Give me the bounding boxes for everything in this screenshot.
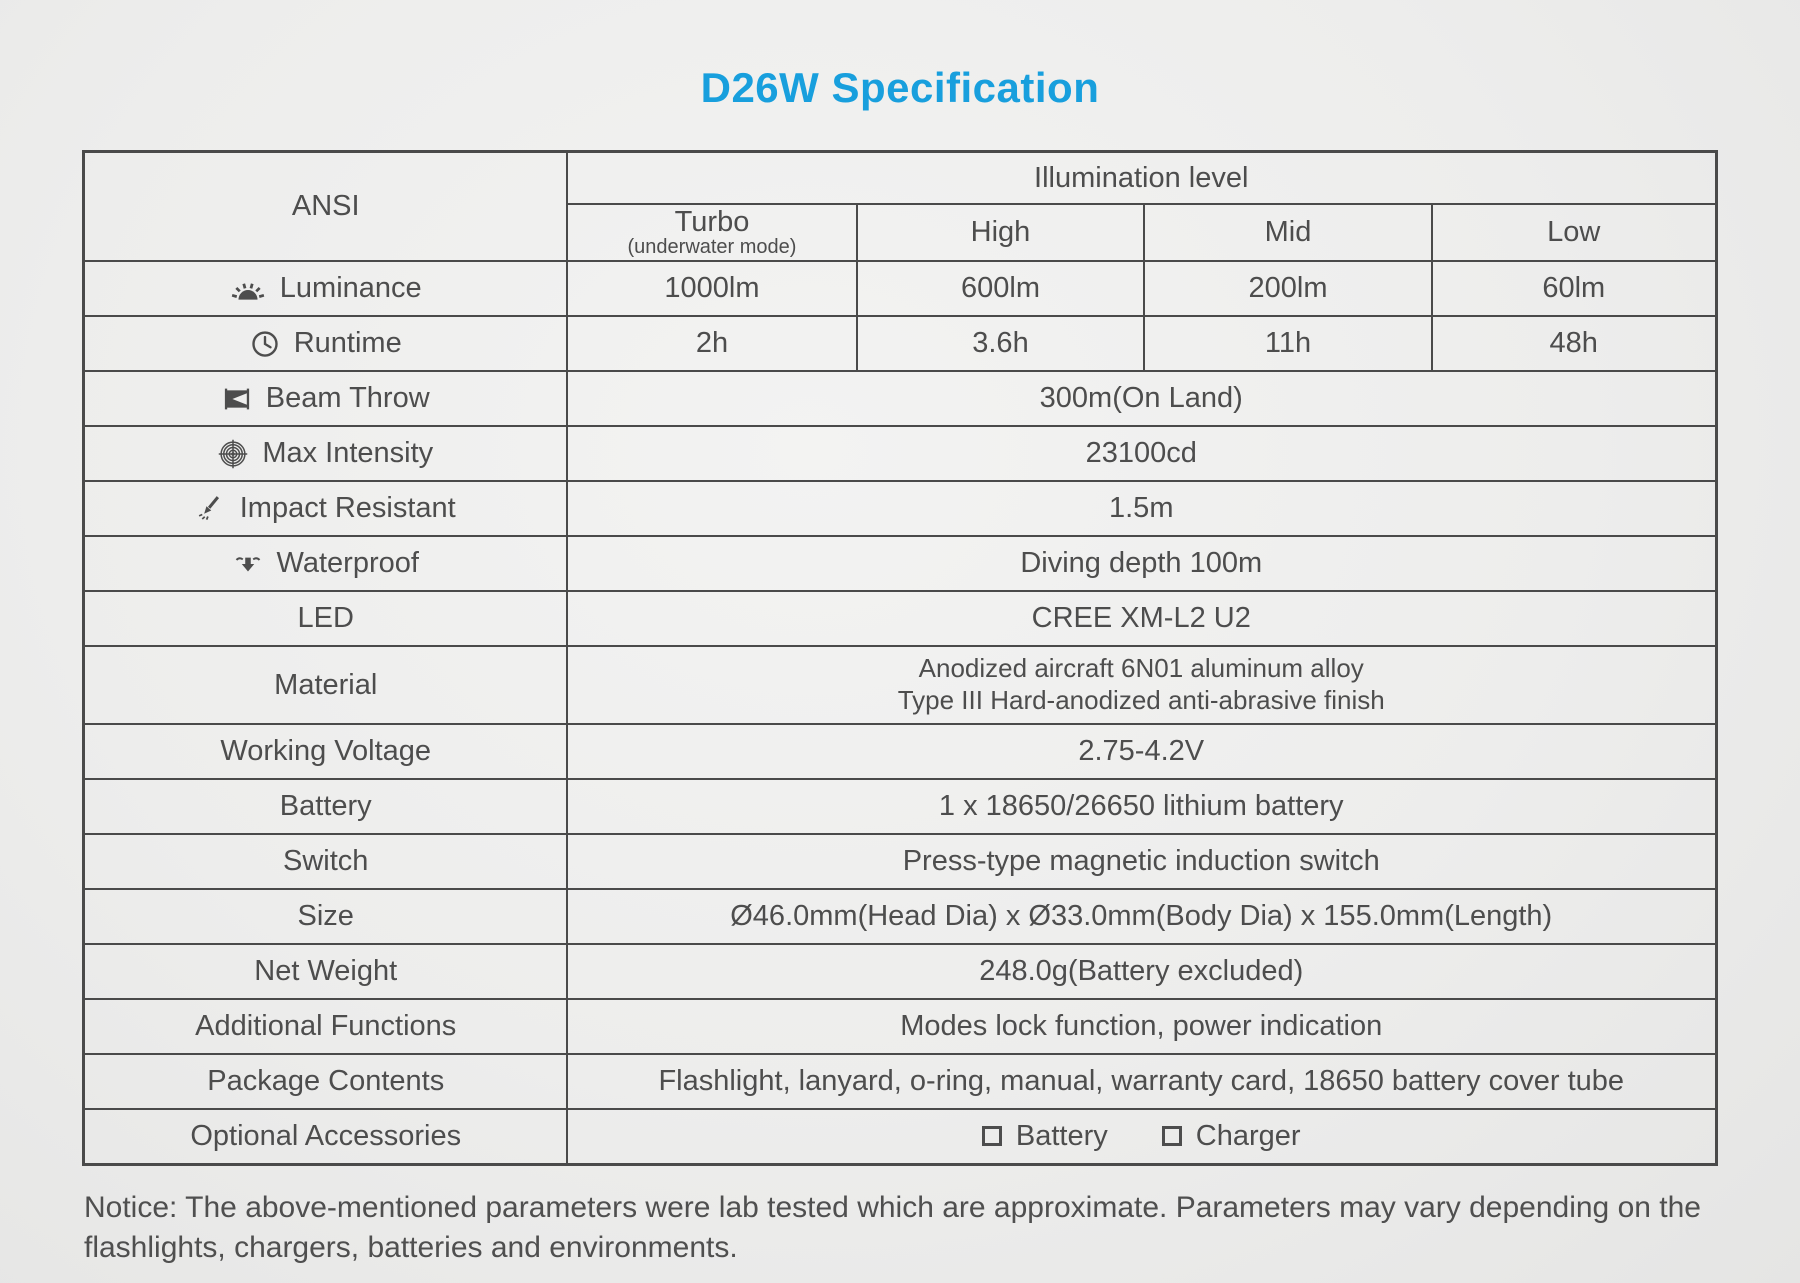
luminance-high-value: 600lm (855, 260, 1145, 318)
ansi-label: ANSI (291, 190, 360, 223)
table-row-luminance: Luminance 1000lm 600lm 200lm 60lm (82, 260, 1718, 318)
beam-throw-icon (222, 386, 252, 412)
row-label-cell: Material (82, 645, 568, 725)
optional-accessories-cell: Battery Charger (565, 1107, 1718, 1166)
luminance-low-value: 60lm (1430, 260, 1718, 318)
package-contents-value: Flashlight, lanyard, o-ring, manual, war… (565, 1052, 1718, 1110)
waterproof-value: Diving depth 100m (565, 535, 1718, 593)
runtime-icon (250, 329, 280, 359)
material-value: Anodized aircraft 6N01 aluminum alloy Ty… (565, 645, 1718, 725)
row-label-cell: Waterproof (82, 535, 568, 593)
impact-resistant-icon (196, 494, 226, 524)
net-weight-value: 248.0g(Battery excluded) (565, 942, 1718, 1000)
row-label-cell: Switch (82, 832, 568, 890)
table-row-runtime: Runtime 2h 3.6h 11h 48h (82, 315, 1718, 373)
row-label-cell: Battery (82, 777, 568, 835)
table-row-beam-throw: Beam Throw 300m(On Land) (82, 370, 1718, 428)
luminance-icon (230, 275, 266, 303)
row-label-cell: Size (82, 887, 568, 945)
table-row-optional-accessories: Optional Accessories Battery Charger (82, 1107, 1718, 1166)
battery-checkbox-label: Battery (1015, 1119, 1108, 1152)
mode-header-mid: Mid (1142, 202, 1433, 263)
table-row-led: LED CREE XM-L2 U2 (82, 590, 1718, 648)
table-row-switch: Switch Press-type magnetic induction swi… (82, 832, 1718, 890)
row-label-cell: Additional Functions (82, 997, 568, 1055)
mode-turbo-label: Turbo (674, 206, 750, 238)
led-value: CREE XM-L2 U2 (565, 590, 1718, 648)
runtime-low-value: 48h (1430, 315, 1718, 373)
row-label: Waterproof (276, 547, 419, 580)
row-label-cell: Luminance (82, 260, 568, 318)
row-label-cell: Runtime (82, 315, 568, 373)
table-row-max-intensity: Max Intensity 23100cd (82, 425, 1718, 483)
row-label-cell: Optional Accessories (82, 1107, 568, 1166)
row-label: Runtime (293, 327, 402, 360)
beam-throw-value: 300m(On Land) (565, 370, 1718, 428)
mode-high-label: High (970, 216, 1031, 249)
battery-option: Battery (981, 1119, 1108, 1153)
row-label: Luminance (279, 272, 422, 305)
table-row-package-contents: Package Contents Flashlight, lanyard, o-… (82, 1052, 1718, 1110)
illumination-label: Illumination level (1034, 161, 1249, 194)
mode-header-low: Low (1430, 202, 1718, 263)
row-label-cell: Impact Resistant (82, 480, 568, 538)
row-label-cell: Beam Throw (82, 370, 568, 428)
charger-checkbox-label: Charger (1195, 1119, 1301, 1152)
working-voltage-value: 2.75-4.2V (565, 722, 1718, 780)
luminance-turbo-value: 1000lm (565, 260, 858, 318)
waterproof-icon (233, 551, 263, 577)
max-intensity-icon (218, 439, 248, 469)
charger-checkbox (1161, 1126, 1182, 1147)
illumination-header-cell: Illumination level (565, 150, 1718, 205)
specification-table: ANSI Illumination level Turbo (underwate… (82, 150, 1718, 1166)
mode-header-turbo: Turbo (underwater mode) (565, 202, 858, 263)
battery-value: 1 x 18650/26650 lithium battery (565, 777, 1718, 835)
table-row-size: Size Ø46.0mm(Head Dia) x Ø33.0mm(Body Di… (82, 887, 1718, 945)
row-label-cell: Working Voltage (82, 722, 568, 780)
runtime-high-value: 3.6h (855, 315, 1145, 373)
mode-header-high: High (855, 202, 1145, 263)
ansi-header-cell: ANSI (82, 150, 568, 263)
charger-option: Charger (1161, 1119, 1301, 1153)
mode-mid-label: Mid (1264, 216, 1312, 249)
row-label-cell: LED (82, 590, 568, 648)
luminance-mid-value: 200lm (1142, 260, 1433, 318)
row-label-cell: Package Contents (82, 1052, 568, 1110)
row-label-cell: Max Intensity (82, 425, 568, 483)
additional-functions-value: Modes lock function, power indication (565, 997, 1718, 1055)
material-value-line1: Anodized aircraft 6N01 aluminum alloy (918, 653, 1364, 684)
material-value-line2: Type III Hard-anodized anti-abrasive fin… (897, 685, 1385, 716)
max-intensity-value: 23100cd (565, 425, 1718, 483)
table-row-additional-functions: Additional Functions Modes lock function… (82, 997, 1718, 1055)
runtime-mid-value: 11h (1142, 315, 1433, 373)
row-label: Impact Resistant (239, 492, 456, 525)
table-row-material: Material Anodized aircraft 6N01 aluminum… (82, 645, 1718, 725)
size-value: Ø46.0mm(Head Dia) x Ø33.0mm(Body Dia) x … (565, 887, 1718, 945)
impact-resistant-value: 1.5m (565, 480, 1718, 538)
mode-turbo-sublabel: (underwater mode) (627, 236, 797, 259)
table-row-battery: Battery 1 x 18650/26650 lithium battery (82, 777, 1718, 835)
runtime-turbo-value: 2h (565, 315, 858, 373)
table-row-working-voltage: Working Voltage 2.75-4.2V (82, 722, 1718, 780)
table-row-waterproof: Waterproof Diving depth 100m (82, 535, 1718, 593)
battery-checkbox (981, 1126, 1002, 1147)
row-label-cell: Net Weight (82, 942, 568, 1000)
page-title: D26W Specification (700, 64, 1100, 111)
notice-text: Notice: The above-mentioned parameters w… (84, 1190, 1701, 1265)
row-label: Max Intensity (262, 437, 434, 470)
row-label: Beam Throw (265, 382, 430, 415)
table-row-net-weight: Net Weight 248.0g(Battery excluded) (82, 942, 1718, 1000)
table-row-impact-resistant: Impact Resistant 1.5m (82, 480, 1718, 538)
switch-value: Press-type magnetic induction switch (565, 832, 1718, 890)
mode-low-label: Low (1547, 216, 1601, 249)
